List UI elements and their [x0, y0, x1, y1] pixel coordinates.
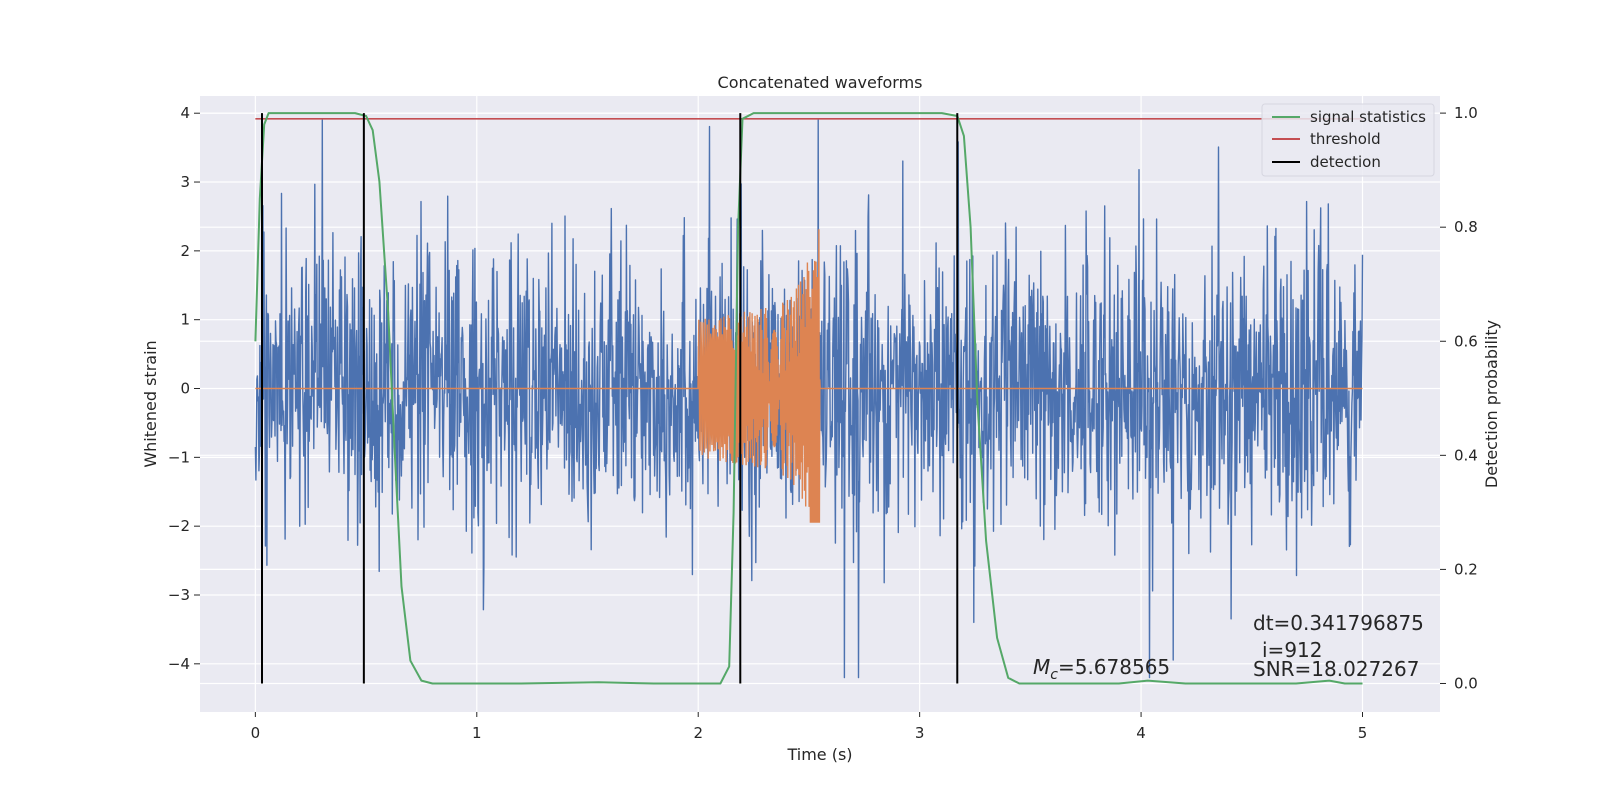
detection-series	[261, 113, 959, 684]
y2-tick-label: 0.4	[1454, 446, 1478, 464]
x-tick-label: 4	[1136, 724, 1146, 742]
y2-axis-label: Detection probability	[1482, 320, 1501, 488]
y2-tick-label: 0.2	[1454, 560, 1478, 578]
y-tick-label: 0	[180, 380, 190, 398]
chart-title: Concatenated waveforms	[718, 73, 923, 92]
legend-label-threshold: threshold	[1310, 130, 1381, 148]
y2-tick-label: 0.6	[1454, 332, 1478, 350]
legend-label-detection: detection	[1310, 153, 1381, 171]
legend-box	[1261, 103, 1435, 177]
signal-statistics-series	[254, 112, 1363, 685]
waveform-line	[255, 229, 1363, 523]
signal-statistics-line	[254, 112, 1363, 685]
y-tick-label: −2	[168, 517, 190, 535]
annotation-dt: dt=0.341796875	[1253, 611, 1424, 635]
tick-labels: 0 1 2 3 4 5 −4 −3 −2 −1 0 1 2 3 4 0.0 0.2 0.4 0.6 0.8 1.0	[168, 104, 1478, 742]
y-tick-label: −1	[168, 448, 190, 466]
annotation-chirp-mass: Mc=5.678565	[1033, 655, 1170, 683]
annotation-snr: SNR=18.027267	[1253, 657, 1419, 681]
y-tick-label: −3	[168, 586, 190, 604]
x-tick-label: 1	[472, 724, 482, 742]
y-tick-label: 2	[180, 242, 190, 260]
legend-label-signal-statistics: signal statistics	[1310, 108, 1426, 126]
y-tick-label: −4	[168, 655, 190, 673]
y-axis-label: Whitened strain	[141, 340, 160, 467]
y-tick-label: 1	[180, 311, 190, 329]
x-tick-label: 0	[251, 724, 261, 742]
x-tick-label: 2	[693, 724, 703, 742]
y-tick-label: 4	[180, 104, 190, 122]
y2-tick-label: 0.8	[1454, 218, 1478, 236]
y2-tick-label: 0.0	[1454, 674, 1478, 692]
legend: signal statistics threshold detection	[1261, 103, 1435, 177]
y2-tick-label: 1.0	[1454, 104, 1478, 122]
y-tick-label: 3	[180, 173, 190, 191]
annotation-index: i=912	[1262, 638, 1323, 662]
x-tick-label: 3	[915, 724, 925, 742]
waveform-series	[255, 229, 1363, 523]
x-tick-label: 5	[1358, 724, 1368, 742]
x-axis-label: Time (s)	[786, 745, 852, 764]
